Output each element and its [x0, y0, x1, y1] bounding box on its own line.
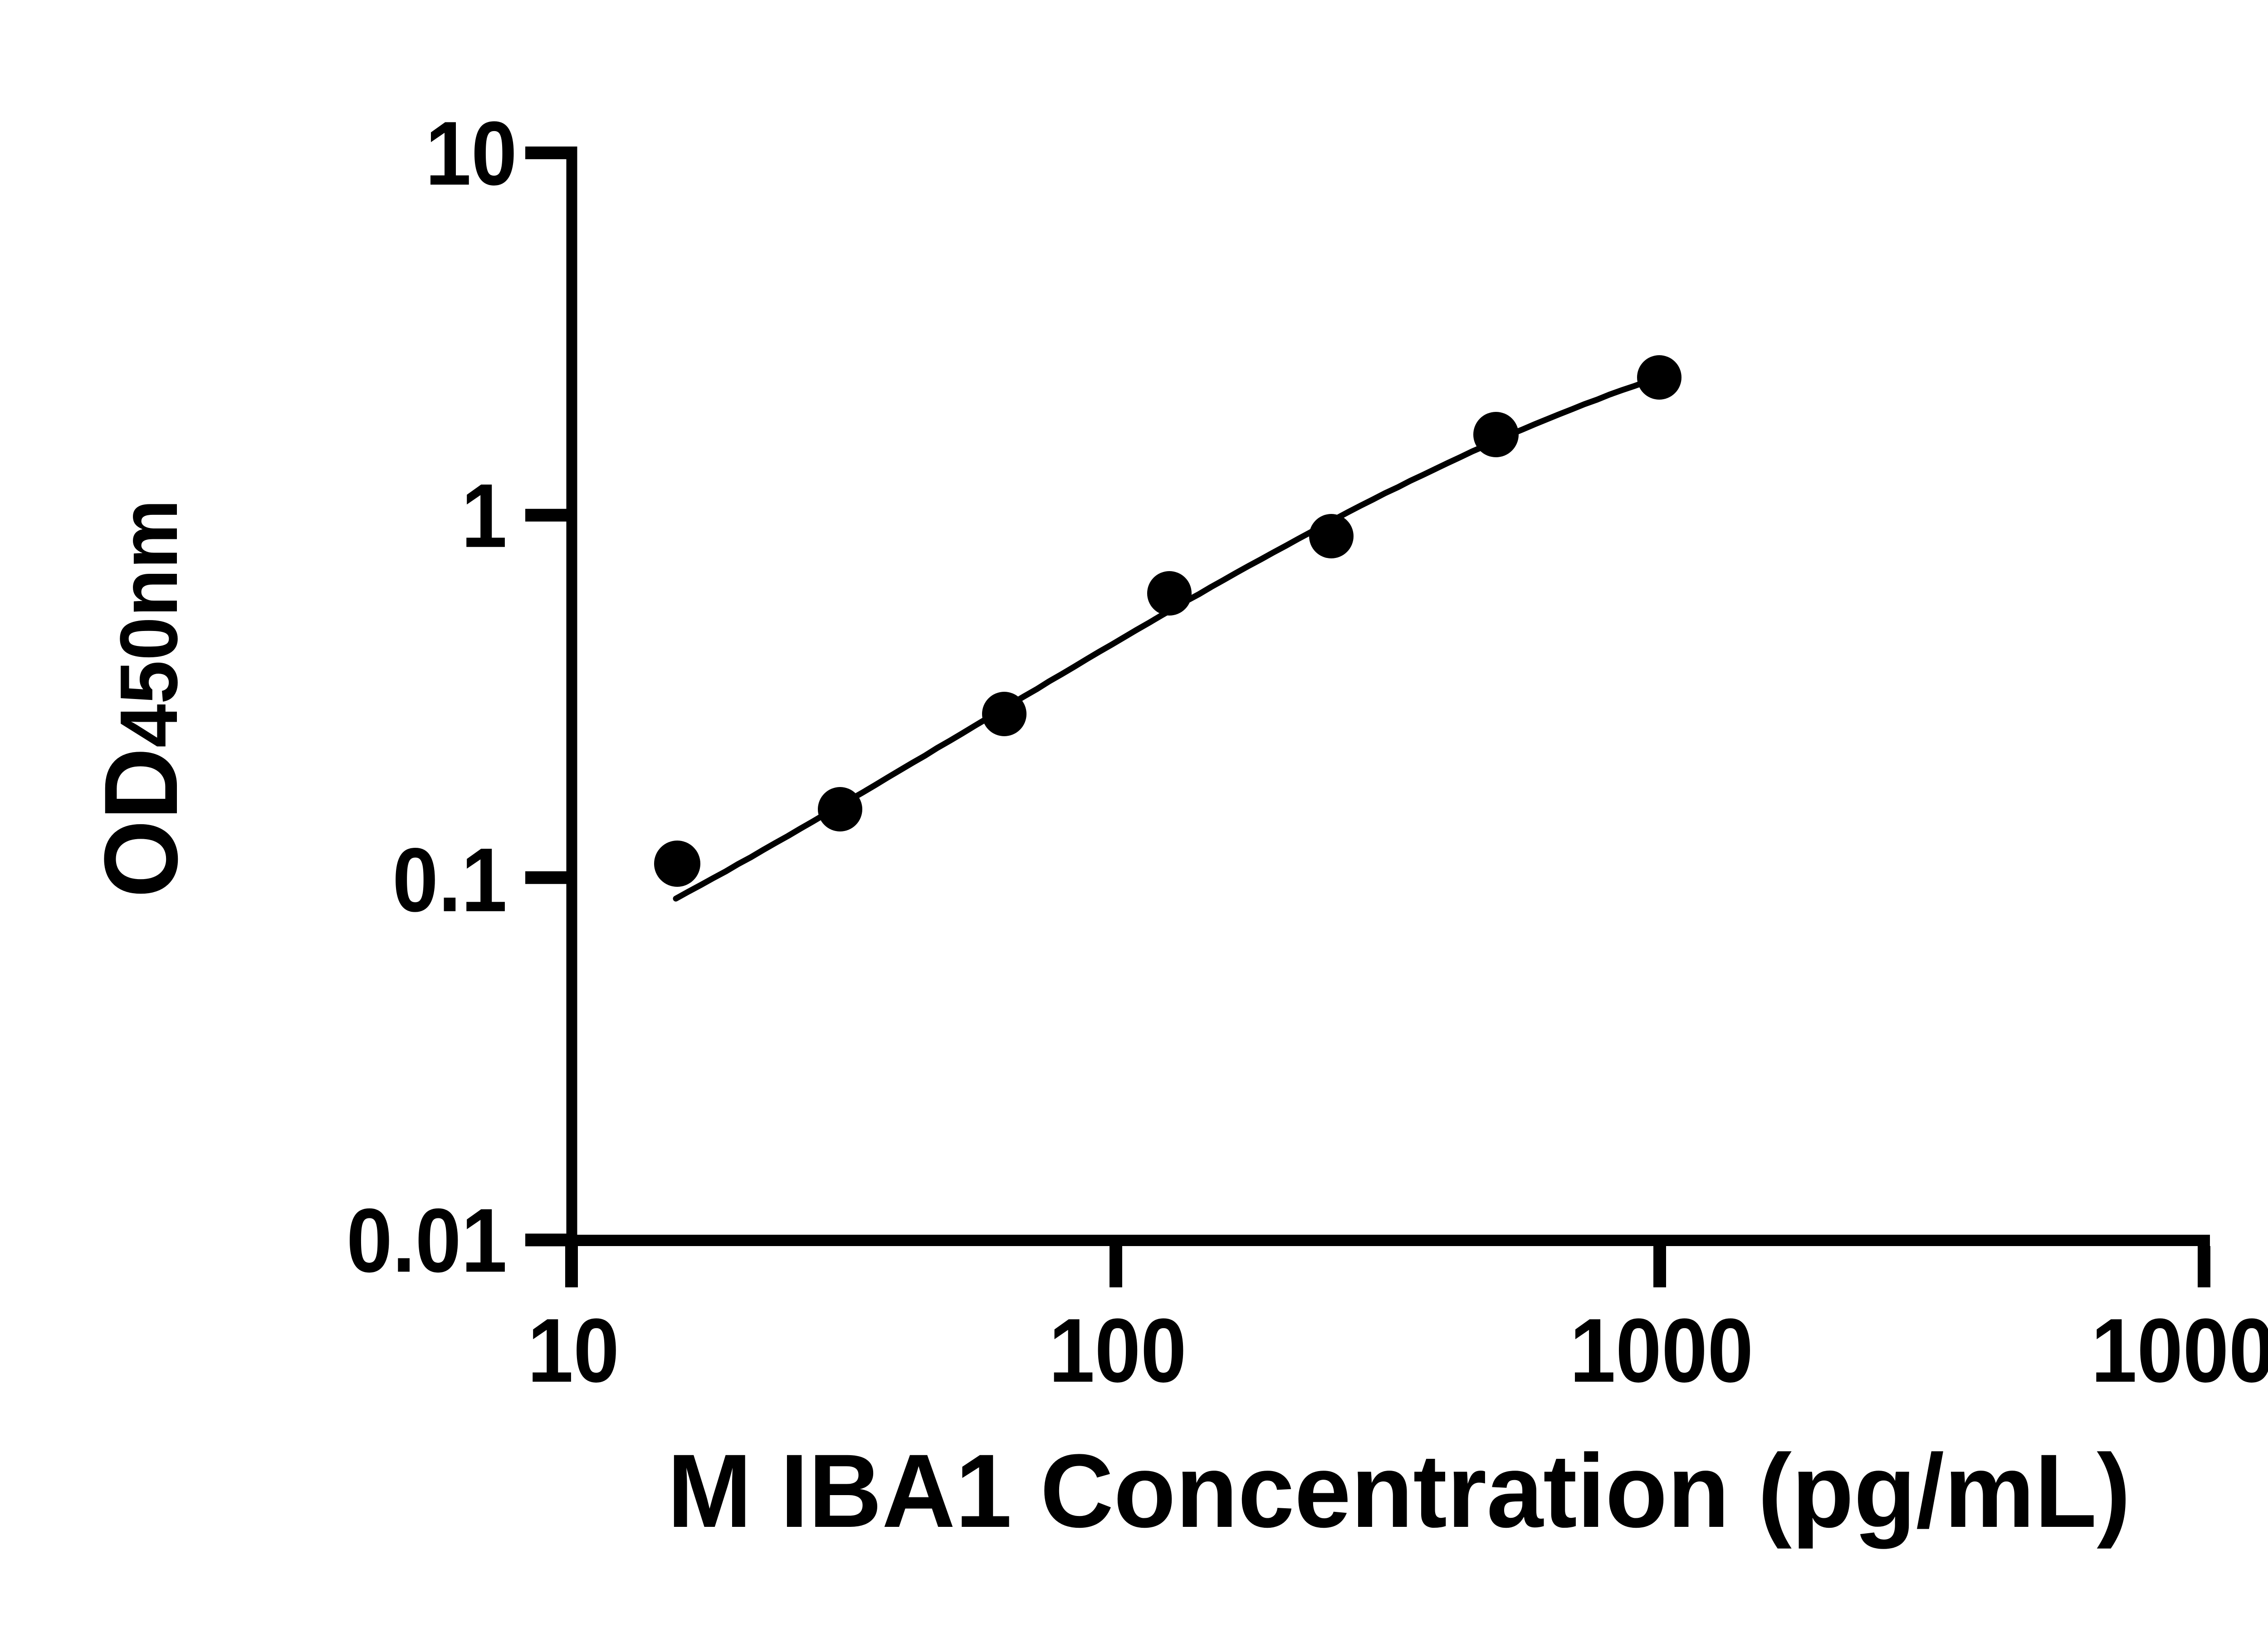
svg-text:0.01: 0.01	[347, 1190, 507, 1291]
svg-text:10000: 10000	[2091, 1300, 2268, 1401]
svg-text:M IBA1 Concentration (pg/mL): M IBA1 Concentration (pg/mL)	[667, 1433, 2131, 1549]
svg-text:10: 10	[528, 1300, 619, 1401]
svg-text:0.1: 0.1	[392, 829, 507, 931]
svg-text:100: 100	[1049, 1300, 1187, 1401]
svg-text:10: 10	[425, 103, 517, 204]
svg-text:1: 1	[461, 465, 507, 567]
svg-text:1000: 1000	[1570, 1300, 1754, 1401]
